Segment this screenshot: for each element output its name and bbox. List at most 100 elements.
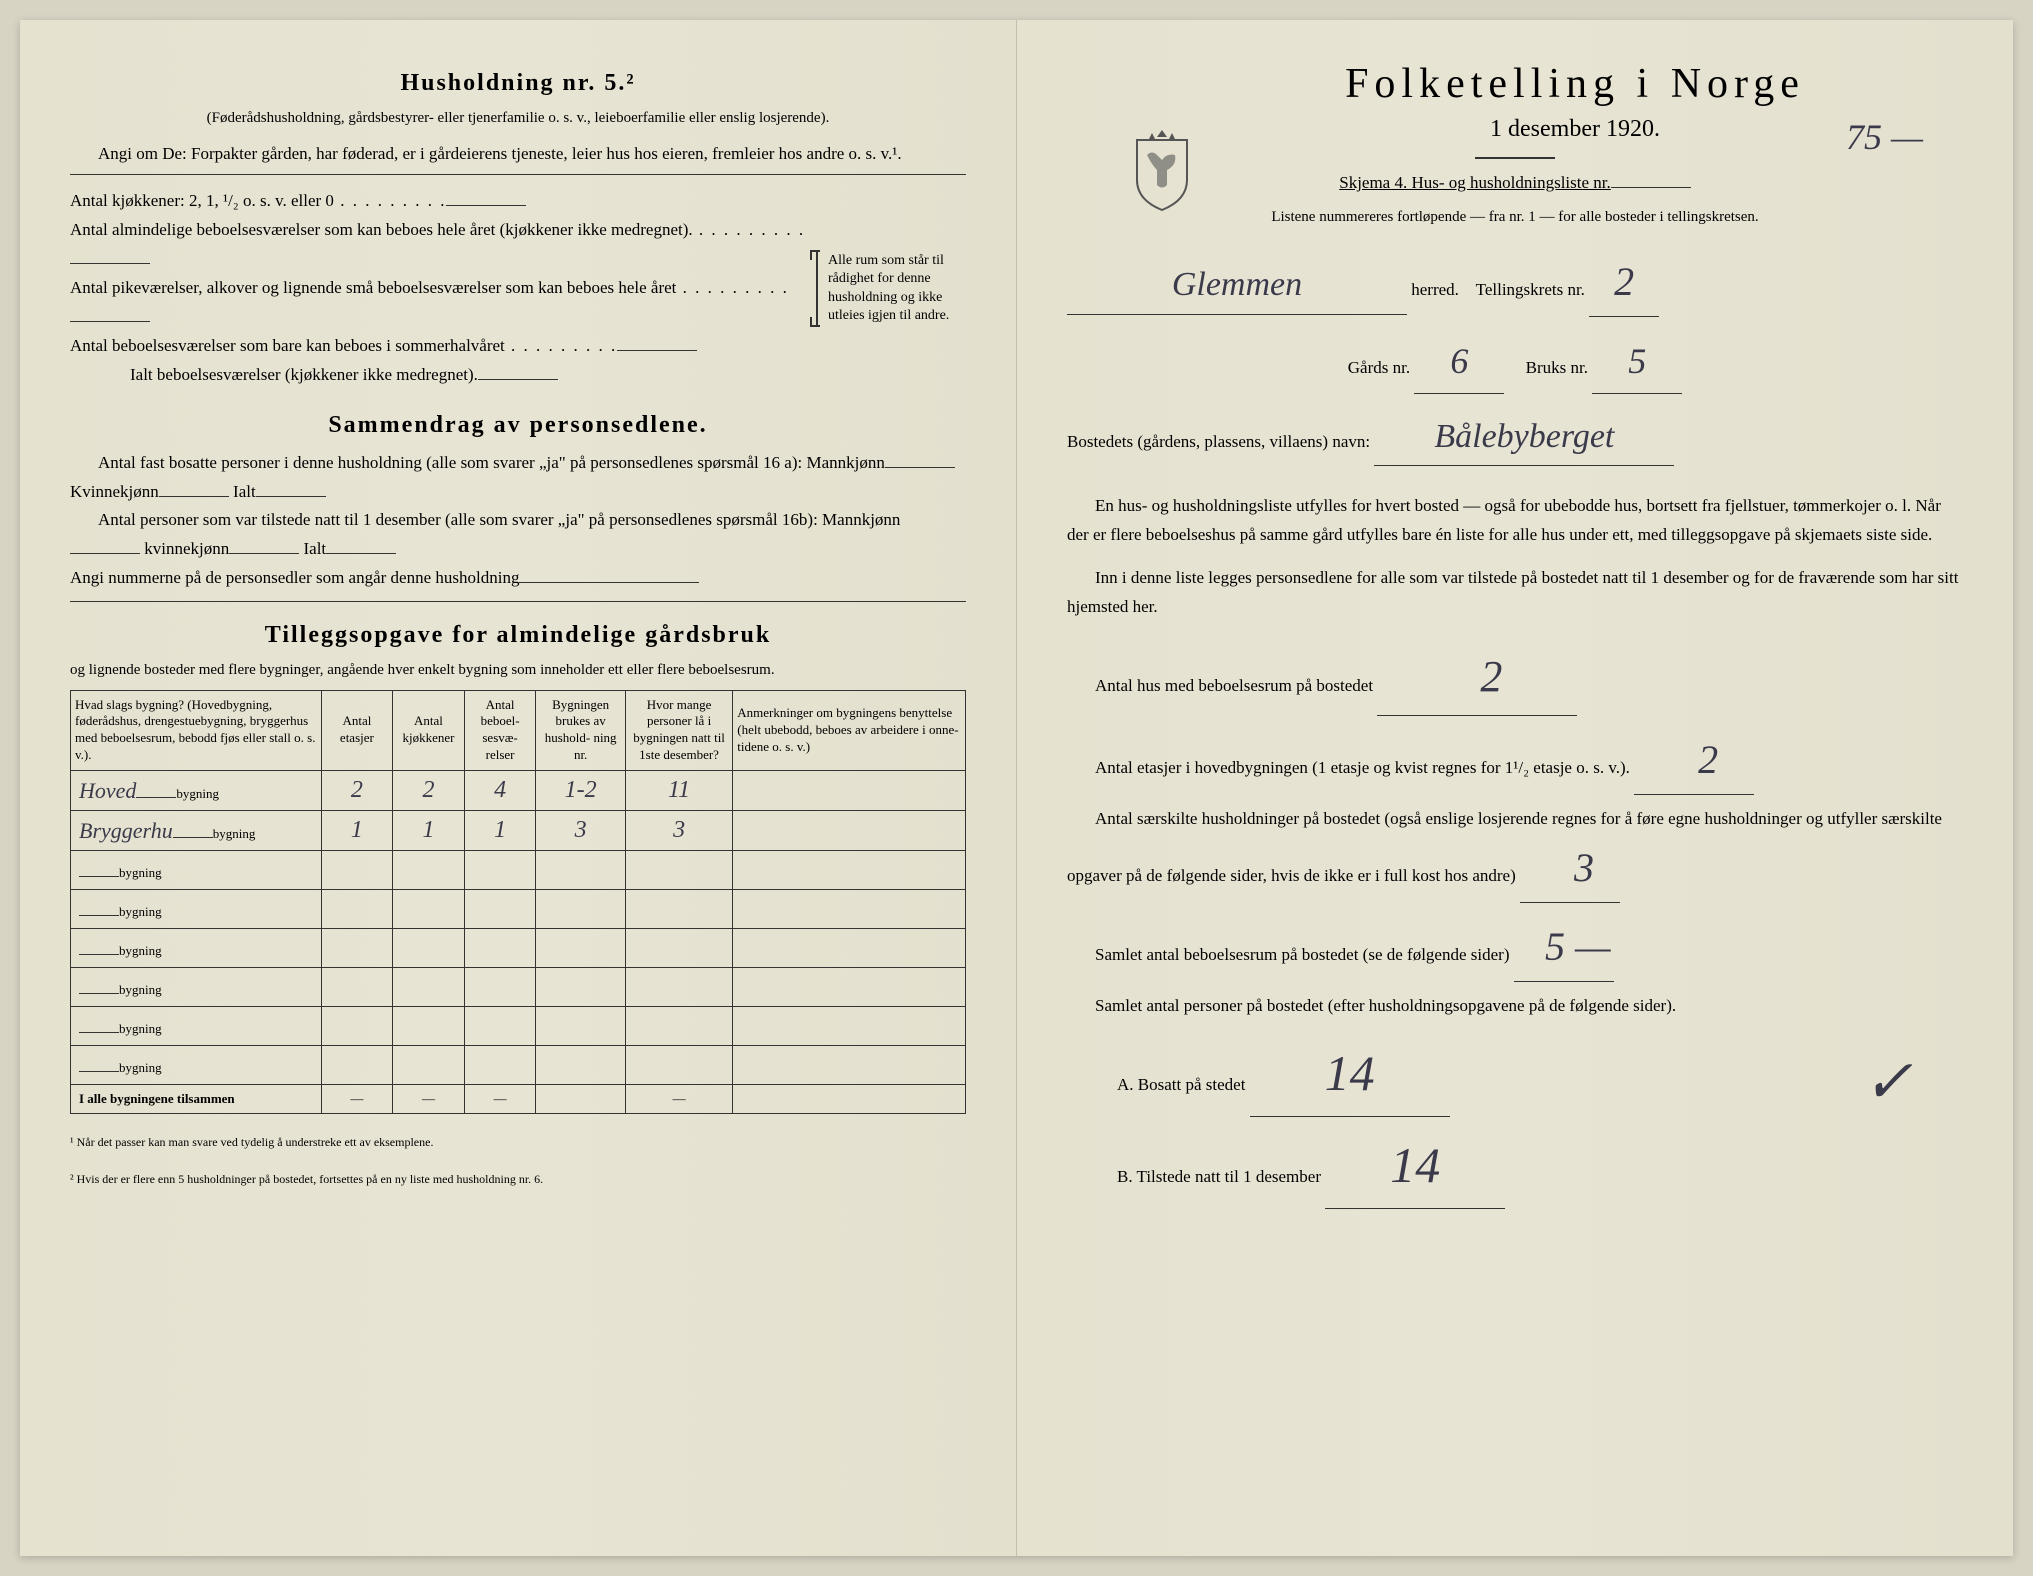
cell: [733, 1007, 966, 1046]
cell: [464, 1007, 536, 1046]
row-label: bygning: [71, 929, 322, 968]
right-page: Folketelling i Norge 1 desember 1920. 75…: [1017, 20, 2013, 1556]
row-label: bygning: [71, 1046, 322, 1085]
footer-cell: [536, 1085, 626, 1114]
cell: [625, 968, 732, 1007]
rooms-line3: Antal beboelsesværelser som bare kan beb…: [70, 332, 816, 361]
cell: [625, 1007, 732, 1046]
cell: [321, 968, 393, 1007]
cell: [321, 1007, 393, 1046]
cell: [393, 929, 465, 968]
cell: 2: [393, 771, 465, 811]
section1-line1: Angi om De: Forpakter gården, har fødera…: [70, 140, 966, 169]
cell: [536, 929, 626, 968]
subtitle: 1 desember 1920. 75 —: [1187, 116, 1963, 143]
document-spread: Husholdning nr. 5.² (Føderådshusholdning…: [20, 20, 2013, 1556]
cell: [625, 929, 732, 968]
cell: [733, 968, 966, 1007]
cell: [464, 1046, 536, 1085]
cell: [733, 929, 966, 968]
cell: 3: [625, 811, 732, 851]
table-row: bygning: [71, 1007, 966, 1046]
cell: [536, 968, 626, 1007]
th-6: Anmerkninger om bygningens benyttelse (h…: [733, 690, 966, 771]
cell: 1: [393, 811, 465, 851]
rule-line: [70, 601, 966, 602]
buildings-table: Hvad slags bygning? (Hovedbygning, føder…: [70, 690, 966, 1115]
antal-hus-row: Antal hus med beboelsesrum på bostedet 2: [1067, 640, 1963, 716]
cell: [536, 890, 626, 929]
cell: [536, 1007, 626, 1046]
cell: [464, 929, 536, 968]
antal-sarskilt-row: Antal særskilte husholdninger på bostede…: [1067, 805, 1963, 903]
th-4: Bygningen brukes av hushold- ning nr.: [536, 690, 626, 771]
row-label: bygning: [71, 968, 322, 1007]
row-label: bygning: [71, 890, 322, 929]
hw-75: 75 —: [1846, 116, 1923, 158]
cell: [733, 811, 966, 851]
footer-cell: —: [321, 1085, 393, 1114]
cell: [733, 771, 966, 811]
main-title: Folketelling i Norge: [1187, 60, 1963, 108]
section2-line2: Antal personer som var tilstede natt til…: [70, 506, 966, 564]
gards-row: Gårds nr. 6 Bruks nr. 5: [1067, 331, 1963, 393]
table-row: Hovedbygning 2 2 4 1-2 11: [71, 771, 966, 811]
coat-of-arms-icon: [1127, 125, 1197, 215]
row-label: bygning: [71, 1007, 322, 1046]
left-page: Husholdning nr. 5.² (Føderådshusholdning…: [20, 20, 1017, 1556]
cell: [733, 1046, 966, 1085]
tilstede-row: B. Tilstede natt til 1 desember 14: [1117, 1123, 1963, 1209]
cell: [733, 890, 966, 929]
section1-subtitle: (Føderådshusholdning, gårdsbestyrer- ell…: [70, 107, 966, 130]
rooms-line1: Antal almindelige beboelsesværelser som …: [70, 216, 816, 274]
footnote2: ² Hvis der er flere enn 5 husholdninger …: [70, 1171, 966, 1188]
footer-cell: —: [625, 1085, 732, 1114]
table-row: bygning: [71, 851, 966, 890]
para1: En hus- og husholdningsliste utfylles fo…: [1067, 492, 1963, 550]
brace-text: Alle rum som står til rådighet for denne…: [816, 252, 966, 325]
cell: [536, 1046, 626, 1085]
cell: [733, 851, 966, 890]
footer-cell: —: [464, 1085, 536, 1114]
row-label: Bryggerhubygning: [71, 811, 322, 851]
cell: [464, 968, 536, 1007]
kitchen-line: Antal kjøkkener: 2, 1, ¹/₂ o. s. v. elle…: [70, 187, 816, 216]
cell: [393, 968, 465, 1007]
th-5: Hvor mange personer lå i bygningen natt …: [625, 690, 732, 771]
section2-title: Sammendrag av personsedlene.: [70, 412, 966, 439]
cell: 2: [321, 771, 393, 811]
bostedets-row: Bostedets (gårdens, plassens, villaens) …: [1067, 408, 1963, 467]
cell: 1: [464, 811, 536, 851]
section1-title: Husholdning nr. 5.²: [70, 70, 966, 97]
skjema-line: Skjema 4. Hus- og husholdningsliste nr.: [1067, 169, 1963, 198]
cell: [625, 1046, 732, 1085]
table-row: bygning: [71, 968, 966, 1007]
check-hw: ✓: [1863, 1031, 1913, 1133]
herred-row: Glemmen herred. Tellingskrets nr. 2: [1067, 248, 1963, 317]
rule-line: [70, 174, 966, 175]
section3-title: Tilleggsopgave for almindelige gårdsbruk: [70, 622, 966, 649]
cell: [321, 929, 393, 968]
th-3: Antal beboel- sesvæ- relser: [464, 690, 536, 771]
table-row: bygning: [71, 929, 966, 968]
cell: [393, 1046, 465, 1085]
table-row: Bryggerhubygning 1 1 1 3 3: [71, 811, 966, 851]
cell: 11: [625, 771, 732, 811]
row-label: Hovedbygning: [71, 771, 322, 811]
cell: [321, 890, 393, 929]
section2-line3: Angi nummerne på de personsedler som ang…: [70, 564, 966, 593]
listene-line: Listene nummereres fortløpende — fra nr.…: [1067, 206, 1963, 229]
cell: [321, 851, 393, 890]
footer-label: I alle bygningene tilsammen: [71, 1085, 322, 1114]
cell: 4: [464, 771, 536, 811]
footer-cell: [733, 1085, 966, 1114]
cell: [625, 890, 732, 929]
para2: Inn i denne liste legges personsedlene f…: [1067, 564, 1963, 622]
table-footer-row: I alle bygningene tilsammen — — — —: [71, 1085, 966, 1114]
table-row: bygning: [71, 1046, 966, 1085]
samlet-personer-row: Samlet antal personer på bostedet (efter…: [1067, 992, 1963, 1021]
rooms-line2: Antal pikeværelser, alkover og lignende …: [70, 274, 816, 332]
row-label: bygning: [71, 851, 322, 890]
section2-line1: Antal fast bosatte personer i denne hush…: [70, 449, 966, 507]
th-1: Antal etasjer: [321, 690, 393, 771]
